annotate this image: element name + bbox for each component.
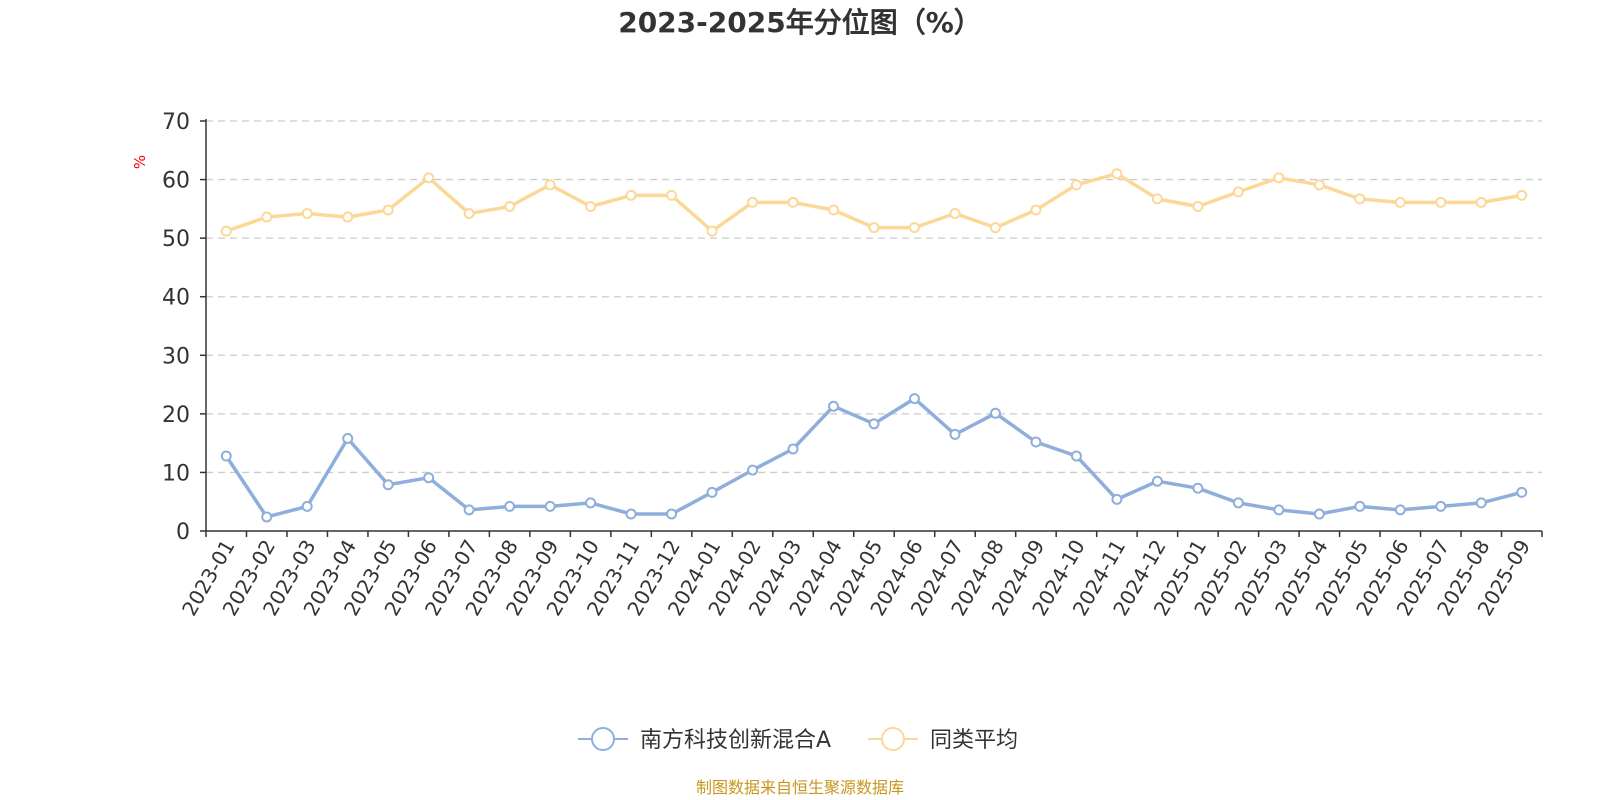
- data-point[interactable]: [747, 464, 759, 476]
- y-tick-labels: 0 10 20 30 40 50 60 70: [162, 110, 206, 545]
- data-point[interactable]: [828, 204, 840, 216]
- data-point[interactable]: [908, 393, 920, 405]
- data-point[interactable]: [989, 222, 1001, 234]
- data-point[interactable]: [1475, 196, 1487, 208]
- legend-label: 同类平均: [930, 728, 1018, 753]
- data-point[interactable]: [463, 208, 475, 220]
- data-point[interactable]: [625, 508, 637, 520]
- data-point[interactable]: [342, 211, 354, 223]
- data-point[interactable]: [1192, 482, 1204, 494]
- data-point[interactable]: [504, 201, 516, 213]
- data-point[interactable]: [989, 407, 1001, 419]
- data-point[interactable]: [1435, 196, 1447, 208]
- data-point[interactable]: [1232, 186, 1244, 198]
- data-point[interactable]: [585, 201, 597, 213]
- data-point[interactable]: [787, 443, 799, 455]
- y-tick-label: 40: [162, 286, 190, 311]
- data-point[interactable]: [1111, 493, 1123, 505]
- series-line: [224, 396, 1523, 519]
- data-point[interactable]: [220, 450, 232, 462]
- legend-marker-icon: [881, 727, 905, 751]
- data-point[interactable]: [787, 196, 799, 208]
- data-point[interactable]: [301, 208, 313, 220]
- series-lines: [220, 168, 1528, 523]
- data-point[interactable]: [1273, 504, 1285, 516]
- data-point[interactable]: [1030, 204, 1042, 216]
- legend-marker-icon: [591, 727, 615, 751]
- data-point[interactable]: [1111, 168, 1123, 180]
- series-group: [220, 393, 1528, 523]
- chart-title: 2023-2025年分位图（%）: [618, 6, 982, 39]
- data-point[interactable]: [544, 500, 556, 512]
- y-tick-label: 50: [162, 227, 190, 252]
- data-point[interactable]: [1394, 196, 1406, 208]
- data-point[interactable]: [261, 511, 273, 523]
- data-point[interactable]: [261, 211, 273, 223]
- data-point[interactable]: [1394, 504, 1406, 516]
- data-point[interactable]: [1354, 193, 1366, 205]
- data-point[interactable]: [301, 500, 313, 512]
- y-tick-label: 70: [162, 110, 190, 135]
- data-point[interactable]: [949, 208, 961, 220]
- data-point[interactable]: [1313, 179, 1325, 191]
- data-point[interactable]: [544, 179, 556, 191]
- data-point[interactable]: [1030, 436, 1042, 448]
- data-point[interactable]: [666, 189, 678, 201]
- data-point[interactable]: [1151, 475, 1163, 487]
- data-point[interactable]: [706, 225, 718, 237]
- legend-label: 南方科技创新混合A: [640, 728, 831, 753]
- data-point[interactable]: [342, 432, 354, 444]
- data-source-note: 制图数据来自恒生聚源数据库: [696, 778, 904, 797]
- y-tick-label: 20: [162, 403, 190, 428]
- y-tick-label: 30: [162, 344, 190, 369]
- data-point[interactable]: [382, 204, 394, 216]
- y-tick-label: 0: [176, 520, 190, 545]
- data-point[interactable]: [1273, 172, 1285, 184]
- data-point[interactable]: [463, 504, 475, 516]
- data-point[interactable]: [868, 222, 880, 234]
- data-point[interactable]: [1313, 508, 1325, 520]
- data-point[interactable]: [1516, 486, 1528, 498]
- axes: [205, 119, 1543, 537]
- data-point[interactable]: [1192, 201, 1204, 213]
- y-tick-label: 60: [162, 169, 190, 194]
- data-point[interactable]: [868, 418, 880, 430]
- data-point[interactable]: [1070, 450, 1082, 462]
- legend-item[interactable]: 南方科技创新混合A: [578, 727, 831, 753]
- series-group: [220, 168, 1528, 237]
- data-point[interactable]: [828, 400, 840, 412]
- data-point[interactable]: [1516, 189, 1528, 201]
- data-point[interactable]: [1435, 500, 1447, 512]
- y-axis-unit-label: %: [131, 155, 149, 169]
- data-point[interactable]: [949, 428, 961, 440]
- data-point[interactable]: [908, 222, 920, 234]
- data-point[interactable]: [220, 225, 232, 237]
- data-point[interactable]: [625, 189, 637, 201]
- data-point[interactable]: [666, 508, 678, 520]
- legend[interactable]: 南方科技创新混合A 同类平均: [578, 727, 1018, 753]
- data-point[interactable]: [423, 172, 435, 184]
- data-point[interactable]: [585, 497, 597, 509]
- data-point[interactable]: [747, 196, 759, 208]
- y-tick-label: 10: [162, 461, 190, 486]
- x-tick-labels: 2023-012023-022023-032023-042023-052023-…: [177, 536, 1535, 620]
- data-point[interactable]: [1070, 179, 1082, 191]
- data-point[interactable]: [706, 486, 718, 498]
- data-point[interactable]: [423, 472, 435, 484]
- data-point[interactable]: [1475, 497, 1487, 509]
- data-point[interactable]: [1354, 500, 1366, 512]
- data-point[interactable]: [1232, 497, 1244, 509]
- legend-item[interactable]: 同类平均: [868, 727, 1018, 753]
- data-point[interactable]: [1151, 193, 1163, 205]
- data-point[interactable]: [382, 479, 394, 491]
- data-point[interactable]: [504, 500, 516, 512]
